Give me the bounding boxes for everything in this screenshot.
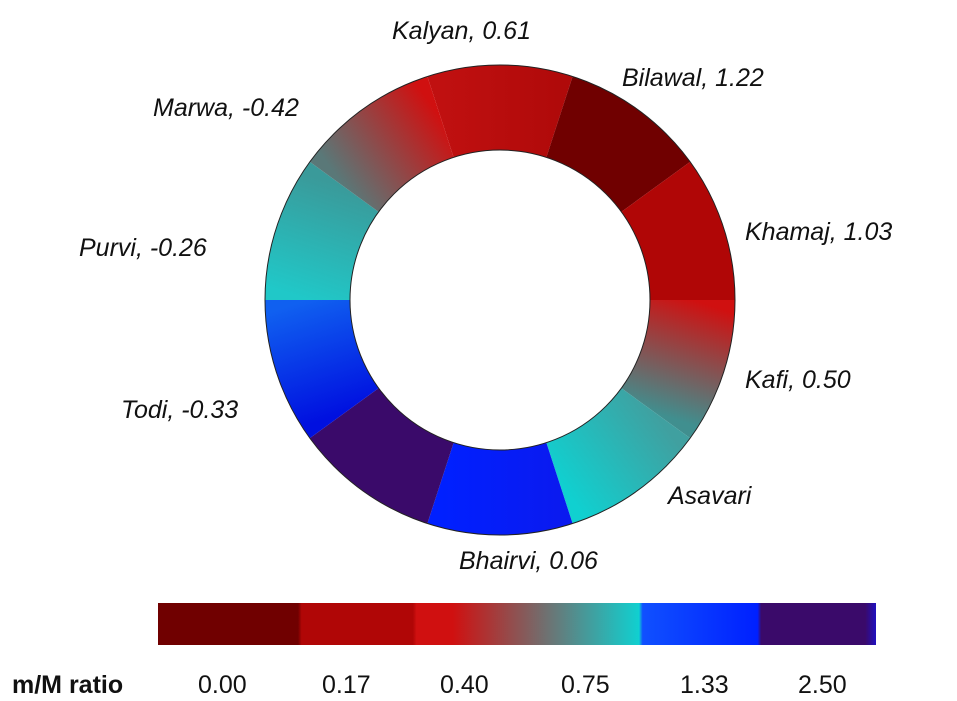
- label-todi: Todi, -0.33: [121, 396, 238, 424]
- colorbar: m/M ratio 0.00 0.17 0.40 0.75 1.33 2.50: [12, 603, 876, 699]
- ring-outer-edge: [264, 64, 736, 536]
- colorbar-tick: 0.75: [561, 671, 610, 699]
- colorbar-tick: 2.50: [798, 671, 847, 699]
- ring-segment-todi: [265, 300, 379, 439]
- label-bilawal: Bilawal, 1.22: [622, 64, 764, 92]
- label-marwa: Marwa, -0.42: [153, 94, 299, 122]
- ring-segment-purvi: [265, 161, 379, 300]
- label-khamaj: Khamaj, 1.03: [745, 218, 892, 246]
- ring-segment-marwa: [309, 76, 454, 212]
- ring-segment-asavari: [546, 388, 691, 524]
- ring-segment-kalyan: [427, 65, 573, 158]
- ring-inner-edge: [349, 149, 651, 451]
- ring-segment-kafi: [621, 300, 735, 439]
- label-purvi: Purvi, -0.26: [79, 234, 207, 262]
- ring: [265, 65, 735, 535]
- colorbar-gradient: [158, 603, 876, 645]
- ring-segment-bilawal: [546, 76, 691, 212]
- ring-segment-todi: [309, 388, 454, 524]
- colorbar-tick: 0.40: [440, 671, 489, 699]
- ring-segment-khamaj: [621, 161, 735, 300]
- colorbar-tick: 1.33: [680, 671, 729, 699]
- label-asavari: Asavari: [666, 482, 753, 510]
- colorbar-tick: 0.00: [198, 671, 247, 699]
- label-kalyan: Kalyan, 0.61: [392, 17, 531, 45]
- label-bhairvi: Bhairvi, 0.06: [459, 547, 598, 575]
- colorbar-tick: 0.17: [322, 671, 371, 699]
- ring-segment-bhairvi: [427, 442, 573, 535]
- label-kafi: Kafi, 0.50: [745, 366, 851, 394]
- colorbar-title: m/M ratio: [12, 671, 123, 699]
